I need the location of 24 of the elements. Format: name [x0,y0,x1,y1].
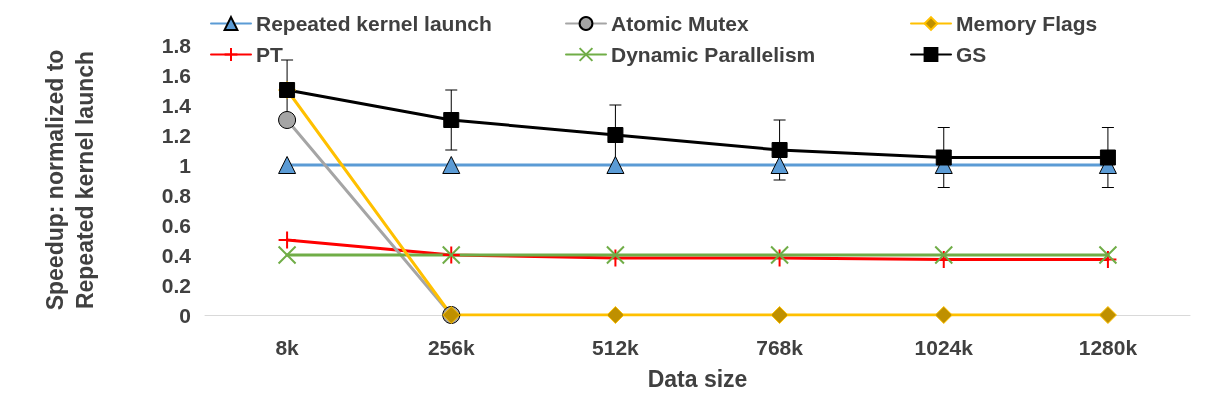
y-tick-label: 1.8 [161,33,192,57]
x-tick-label: 768k [756,336,804,359]
legend-label: Repeated kernel launch [256,12,492,35]
legend-label: Atomic Mutex [611,12,749,35]
x-tick-label: 256k [427,336,475,359]
x-tick-label: 1024k [914,336,974,359]
y-tick-label: 1 [179,153,192,177]
x-tick-label: 1280k [1078,336,1138,359]
legend-label: Dynamic Parallelism [611,43,816,66]
y-tick-label: 1.6 [161,63,191,87]
x-axis-title: Data size [647,365,748,392]
x-tick-label: 8k [275,336,300,359]
legend-label: PT [256,43,284,66]
legend-label: Memory Flags [956,12,1098,35]
y-axis-title: Speedup: normalized to Repeated kernel launch [42,49,98,311]
y-tick-label: 1.2 [161,123,191,147]
y-tick-label: 0.8 [161,183,192,207]
y-tick-label: 1.4 [161,93,192,117]
x-tick-label: 512k [592,336,640,359]
y-tick-label: 0.2 [161,273,191,297]
legend-label: GS [956,43,987,66]
y-tick-label: 0.6 [161,213,191,237]
y-tick-label: 0.4 [161,243,192,267]
y-tick-label: 0 [179,303,191,327]
